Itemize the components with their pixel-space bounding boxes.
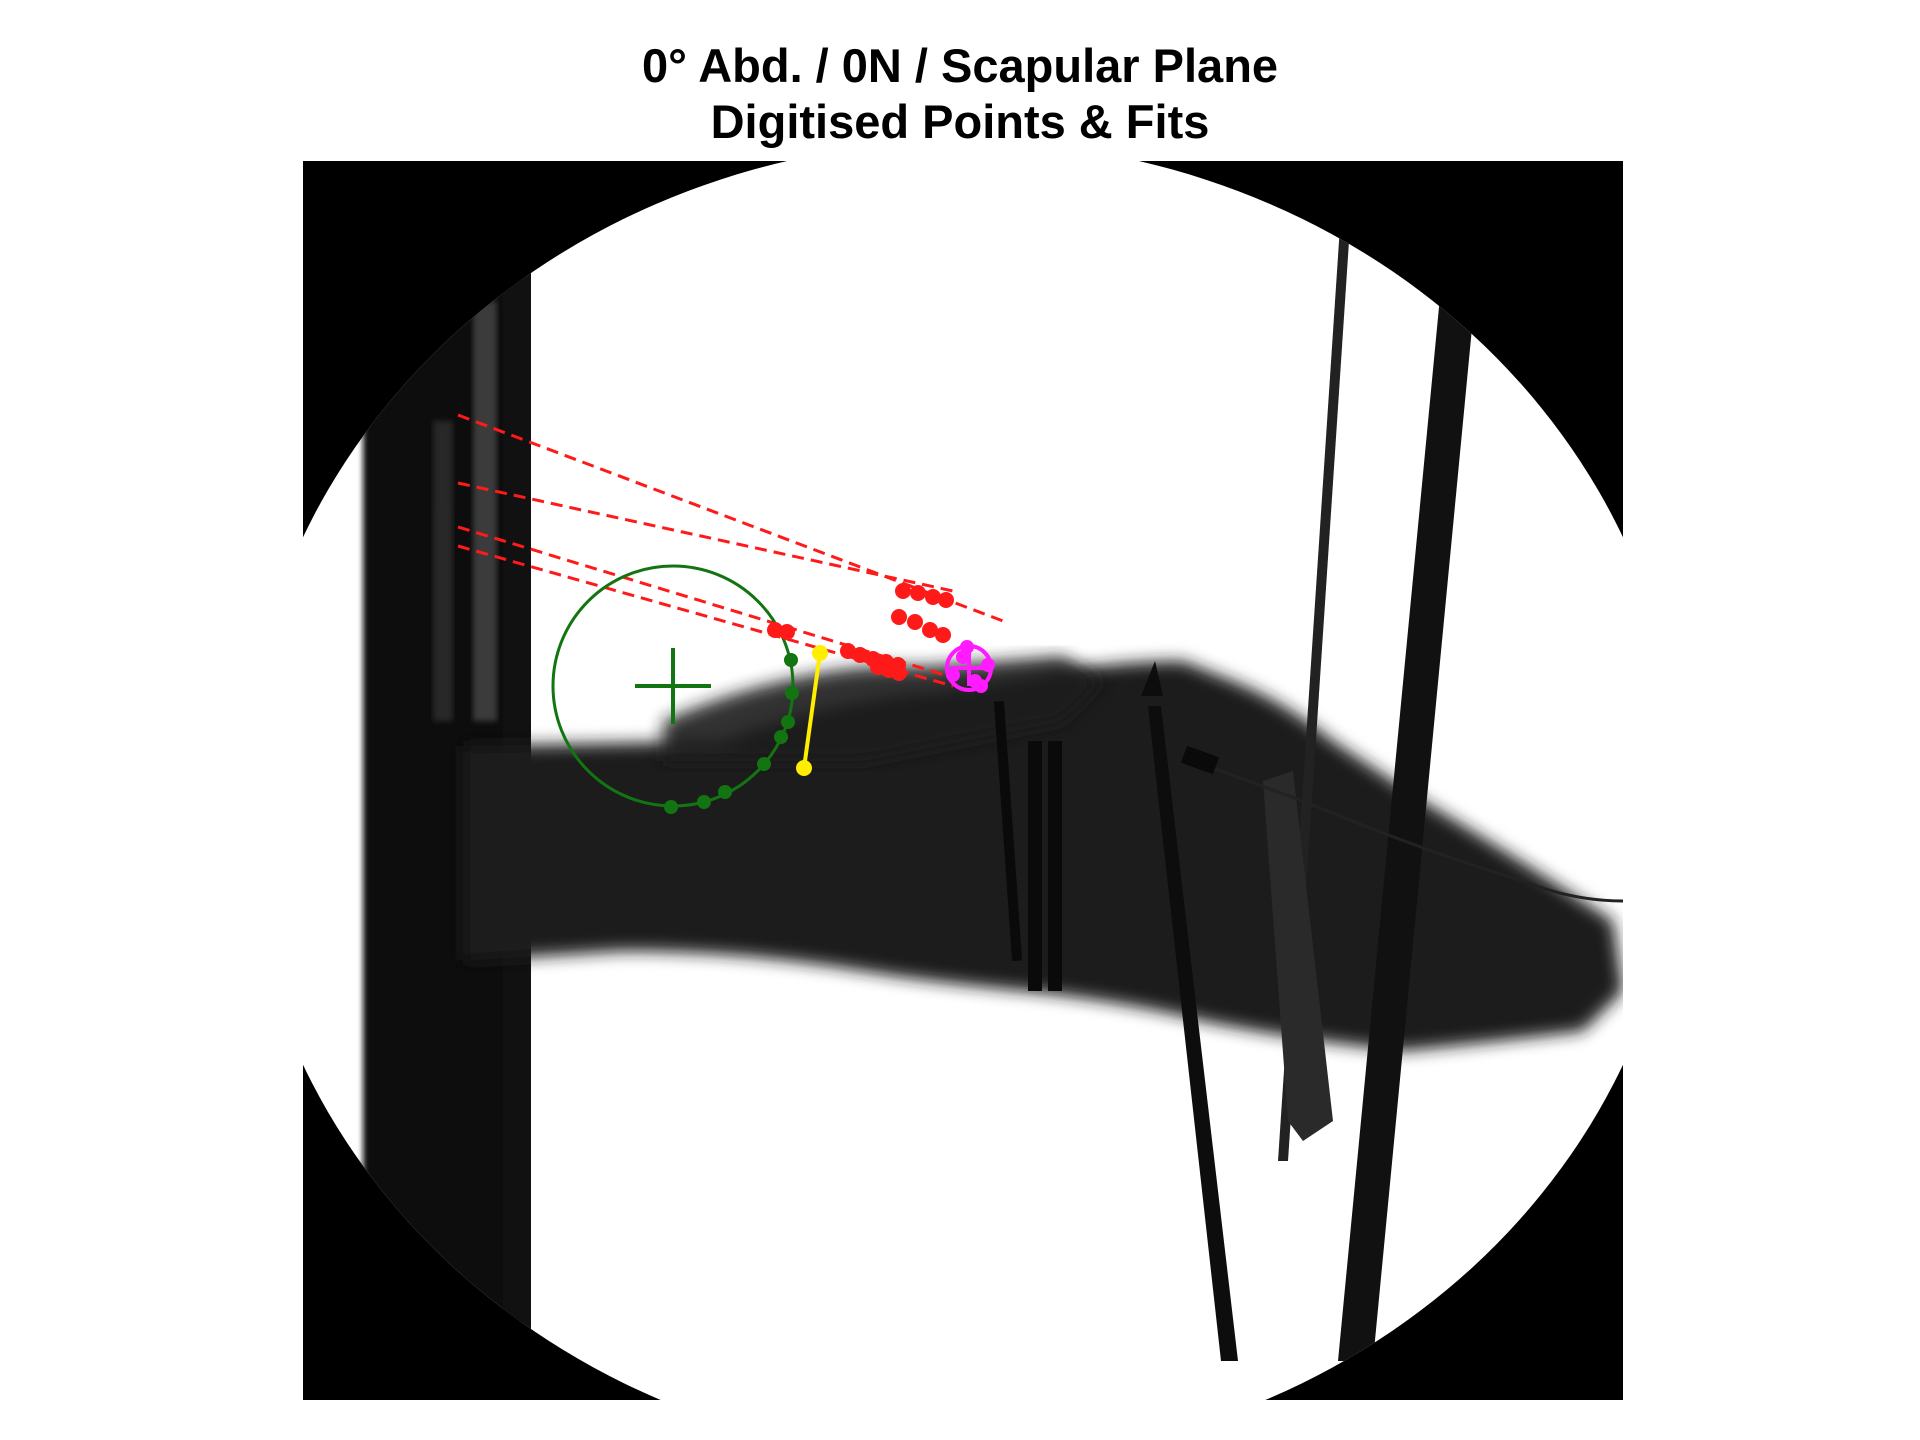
red-point <box>907 614 923 630</box>
red-digitised-points <box>767 583 954 681</box>
xray-figure <box>303 161 1623 1400</box>
green-circle-fit <box>551 564 799 814</box>
yellow-point <box>796 760 812 776</box>
green-point <box>697 795 711 809</box>
magenta-point <box>956 650 970 664</box>
red-point <box>767 622 783 638</box>
yellow-point <box>812 645 828 661</box>
green-point <box>785 686 799 700</box>
red-fit-line <box>457 481 954 593</box>
center-rod-tip <box>1141 661 1163 696</box>
scapula-tissue <box>663 656 1103 761</box>
red-point <box>895 583 911 599</box>
red-point <box>870 659 886 675</box>
figure-title: 0° Abd. / 0N / Scapular Plane Digitised … <box>0 38 1920 150</box>
screw-3 <box>993 700 1023 962</box>
red-point <box>922 622 938 638</box>
green-point <box>781 715 795 729</box>
cable <box>1192 759 1623 903</box>
green-point <box>774 730 788 744</box>
screw-2 <box>1048 741 1062 991</box>
magenta-point <box>968 674 982 688</box>
yellow-segment <box>796 645 828 776</box>
title-line-1: 0° Abd. / 0N / Scapular Plane <box>641 39 1279 92</box>
center-rod <box>1148 706 1238 1361</box>
xray-canvas <box>303 161 1623 1400</box>
red-point <box>891 609 907 625</box>
right-rod-thick <box>1338 161 1488 1361</box>
red-point <box>935 627 951 643</box>
red-point <box>938 592 954 608</box>
red-point <box>910 585 926 601</box>
magenta-point <box>946 668 960 682</box>
green-point <box>784 653 798 667</box>
green-point <box>718 785 732 799</box>
screw-1 <box>1028 741 1042 991</box>
xray-content <box>363 161 1623 1361</box>
yellow-line <box>802 652 822 769</box>
cable-connector <box>1180 745 1220 775</box>
left-grid-mid <box>433 421 453 721</box>
right-rod-blade <box>1263 771 1333 1141</box>
red-point <box>852 647 868 663</box>
red-fit-line <box>457 413 1004 623</box>
green-point <box>757 757 771 771</box>
magenta-point <box>981 658 995 672</box>
left-grid-light <box>473 301 497 721</box>
red-point <box>925 589 941 605</box>
green-point <box>664 800 678 814</box>
red-point <box>779 624 795 640</box>
magenta-fit <box>945 640 995 693</box>
title-line-2: Digitised Points & Fits <box>710 95 1210 148</box>
